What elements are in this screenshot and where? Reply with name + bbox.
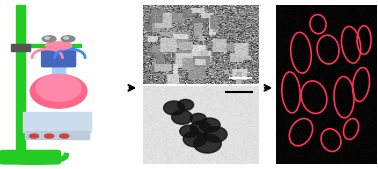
Circle shape [183, 131, 206, 147]
Circle shape [199, 118, 220, 132]
Circle shape [45, 134, 54, 138]
Circle shape [45, 37, 50, 39]
Bar [23, 112, 91, 132]
Bar [21, 44, 81, 47]
Circle shape [172, 110, 192, 124]
Bar [16, 5, 25, 161]
Circle shape [29, 134, 39, 138]
Bar [25, 131, 89, 139]
FancyBboxPatch shape [0, 150, 60, 164]
Circle shape [178, 99, 194, 110]
Circle shape [64, 37, 68, 39]
Bar [52, 61, 65, 78]
Circle shape [190, 121, 211, 135]
Circle shape [42, 36, 56, 42]
FancyBboxPatch shape [42, 58, 76, 67]
Circle shape [61, 36, 75, 42]
Circle shape [194, 134, 221, 153]
Circle shape [180, 125, 198, 138]
Circle shape [190, 113, 206, 124]
Circle shape [60, 134, 69, 138]
Circle shape [164, 101, 184, 115]
Ellipse shape [30, 74, 87, 108]
FancyBboxPatch shape [42, 50, 76, 58]
Ellipse shape [45, 42, 72, 50]
Ellipse shape [36, 74, 81, 101]
Circle shape [204, 127, 227, 142]
Bar [11, 44, 30, 51]
